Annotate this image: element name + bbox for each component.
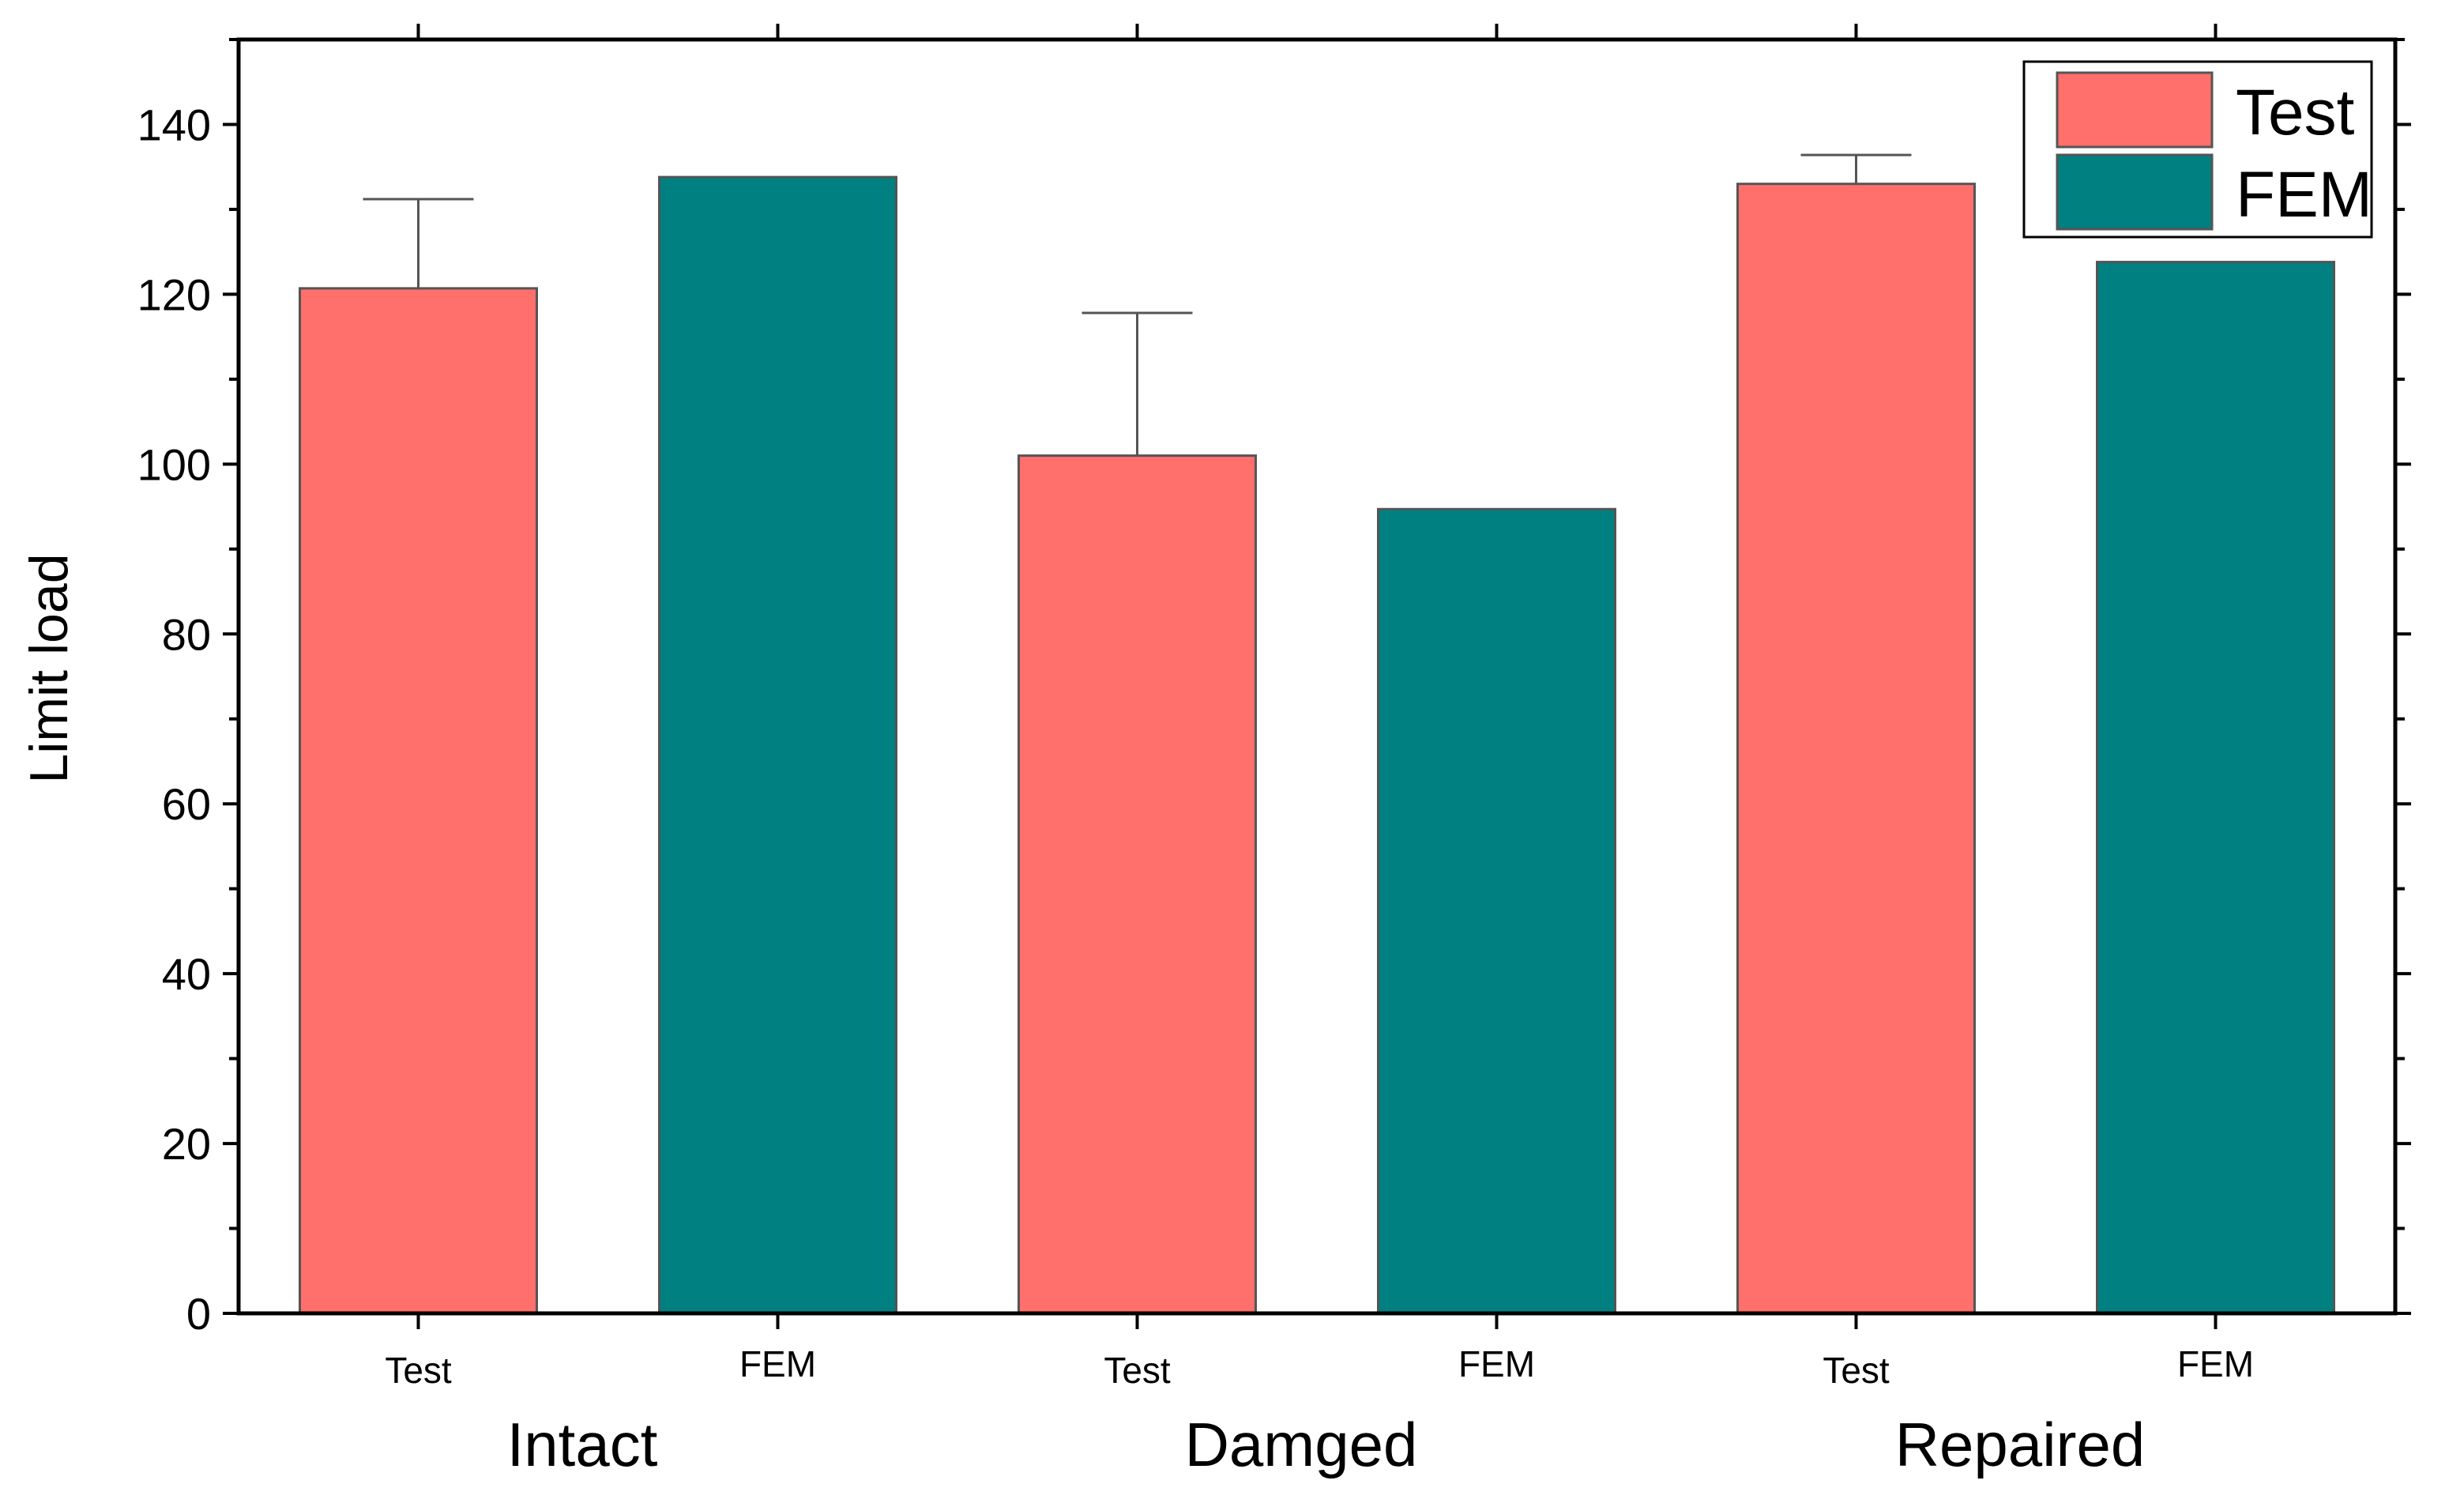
bar-repaired-fem: [2096, 261, 2335, 1315]
ytick-label: 0: [186, 1289, 211, 1339]
error-bars-layer: [363, 153, 1912, 456]
group-label-damged: Damged: [1185, 1410, 1418, 1479]
ytick-label: 60: [162, 779, 211, 829]
legend-swatch-test: [2056, 71, 2214, 149]
y-axis-label: Limit load: [19, 553, 79, 783]
xtick-label: FEM: [1458, 1343, 1535, 1384]
ytick-label: 80: [162, 609, 211, 659]
xtick-label: Test: [1823, 1350, 1890, 1391]
xtick-label: Test: [1104, 1350, 1171, 1391]
bar-repaired-test: [1736, 183, 1976, 1315]
bar-intact-test: [299, 287, 538, 1315]
bar-damged-fem: [1377, 507, 1616, 1315]
axes-layer: [223, 24, 2411, 1329]
bar-damged-test: [1018, 454, 1257, 1315]
ytick-label: 120: [137, 269, 211, 319]
xtick-label: Test: [385, 1350, 452, 1391]
plot-frame: [236, 37, 2398, 1316]
legend-label-test: Test: [2236, 77, 2355, 149]
labels-layer: 0 20 40 60 80 100 120 140 Test FEM Test FEM Test FEM I…: [19, 100, 2254, 1479]
bars-layer: [299, 175, 2335, 1315]
legend-swatch-fem: [2056, 153, 2214, 231]
group-label-repaired: Repaired: [1895, 1410, 2146, 1479]
ytick-label: 20: [162, 1119, 211, 1169]
legend-label-fem: FEM: [2236, 159, 2372, 231]
xtick-label: FEM: [739, 1343, 816, 1384]
legend: Test FEM: [2022, 60, 2373, 239]
ytick-label: 100: [137, 439, 211, 489]
ytick-label: 40: [162, 949, 211, 999]
group-label-intact: Intact: [507, 1410, 658, 1479]
ytick-label: 140: [137, 100, 211, 149]
xtick-label: FEM: [2177, 1343, 2254, 1384]
bar-intact-fem: [658, 175, 897, 1315]
